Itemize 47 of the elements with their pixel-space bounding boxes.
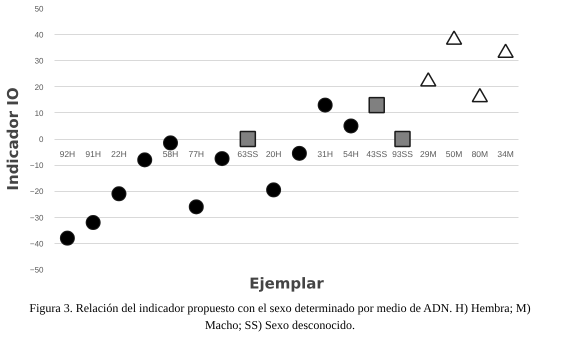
x-tick-label: 22H [111,149,127,159]
point [240,130,256,148]
point [343,118,358,134]
point [188,199,204,214]
y-tick-label: 20 [34,82,44,92]
y-tick-label: −40 [30,239,44,248]
y-tick-label: 10 [34,108,44,118]
x-tick-label: 29M [420,149,437,159]
x-tick-label: 43SS [366,149,388,159]
point [163,135,178,150]
point [497,43,514,58]
x-tick-label: 91H [85,149,101,159]
text: Figura 3. Relación del indicador propuesto con el sexo determinado por medio de ADN. H) Hembra; M) Macho; SS) Sexo desconocido. [28,300,532,334]
point [86,215,101,230]
x-axis-title: Ejemplar [249,274,324,292]
x-tick-label: 80M [472,149,488,159]
point [394,130,411,148]
point [60,230,75,246]
y-tick-label: −50 [30,266,44,274]
x-tick-label: 93SS [392,149,414,159]
x-tick-label: 34M [497,149,514,159]
y-tick-label: 30 [34,56,44,66]
y-tick-label: −30 [30,213,44,222]
point [368,96,385,114]
y-axis-title: Indicador IO [4,87,22,191]
point [266,182,282,198]
point [137,152,152,168]
point [292,146,307,161]
x-tick-label: 92H [60,149,76,159]
x-tick-label: 50M [446,149,462,159]
point [214,151,230,166]
point [446,30,462,45]
y-tick-label: 40 [34,30,44,40]
y-tick-label: −20 [30,187,44,196]
x-tick-label: 31H [317,149,333,159]
x-tick-label: 54H [343,149,359,159]
point [111,186,126,202]
y-tick-label: 50 [34,4,44,14]
y-tick-label: −10 [30,161,44,170]
x-tick-label: 58H [162,149,178,159]
point [472,88,488,102]
x-tick-label: 63SS [237,149,259,159]
point [318,98,333,113]
x-tick-label: 20H [266,149,282,159]
y-tick-label: 0 [39,135,44,144]
point [420,72,437,87]
x-tick-label: 77H [188,149,204,159]
